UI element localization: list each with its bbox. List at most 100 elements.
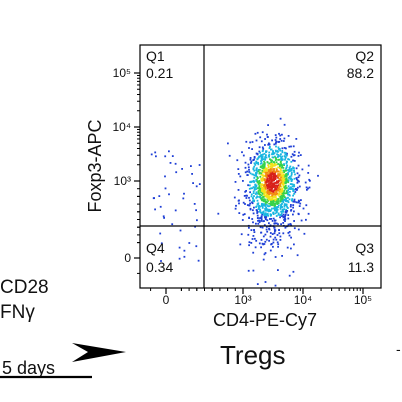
event-dot: [256, 192, 259, 195]
event-dot: [260, 217, 262, 219]
event-dot: [282, 180, 284, 183]
event-dot: [264, 198, 266, 201]
event-dot: [280, 156, 283, 159]
event-dot: [246, 204, 249, 206]
event-dot: [181, 168, 183, 170]
event-dot: [233, 196, 236, 199]
quadrant-percent: 11.3: [348, 259, 374, 275]
event-dot: [272, 190, 274, 193]
event-dot: [273, 189, 275, 192]
event-dot: [255, 222, 257, 225]
event-dot: [281, 209, 284, 211]
event-dot: [269, 204, 272, 206]
event-dot: [257, 219, 259, 222]
event-dot: [276, 185, 278, 187]
event-dot: [288, 170, 290, 173]
event-dot: [275, 215, 278, 217]
event-dot: [274, 199, 277, 202]
event-dot: [272, 245, 274, 248]
event-dot: [283, 176, 286, 178]
event-dot: [256, 170, 259, 173]
event-dot: [293, 243, 295, 246]
event-dot: [293, 185, 296, 188]
event-dot: [288, 231, 291, 233]
event-dot: [287, 223, 290, 226]
event-dot: [291, 198, 294, 200]
event-dot: [281, 192, 284, 195]
event-dot: [266, 133, 268, 136]
event-dot: [260, 165, 262, 168]
event-dot: [269, 195, 272, 198]
event-dot: [287, 189, 289, 192]
event-dot: [271, 190, 273, 193]
event-dot: [244, 161, 247, 164]
event-dot: [283, 179, 286, 182]
event-dot: [262, 163, 264, 166]
event-dot: [272, 173, 275, 176]
event-dot: [276, 175, 279, 177]
event-dot: [270, 163, 272, 166]
event-dot: [285, 198, 287, 201]
event-dot: [287, 207, 289, 209]
event-dot: [276, 199, 278, 202]
event-dot: [288, 145, 291, 148]
event-dot: [276, 168, 278, 171]
event-dot: [263, 163, 266, 165]
event-dot: [273, 232, 276, 235]
event-dot: [288, 193, 291, 196]
event-dot: [259, 155, 262, 157]
event-dot: [183, 192, 185, 195]
event-dot: [258, 219, 260, 222]
event-dot: [250, 162, 252, 164]
event-dot: [272, 176, 275, 179]
event-dot: [289, 165, 292, 168]
event-dot: [253, 169, 256, 172]
event-dot: [271, 153, 273, 156]
event-dot: [274, 184, 276, 187]
event-dot: [282, 182, 284, 185]
event-dot: [288, 234, 291, 237]
event-dot: [270, 187, 273, 189]
event-dot: [281, 255, 283, 257]
event-dot: [266, 190, 269, 193]
event-dot: [287, 193, 290, 196]
event-dot: [259, 217, 261, 219]
event-dot: [292, 204, 295, 206]
event-dot: [260, 162, 262, 165]
event-dot: [261, 213, 264, 216]
event-dot: [268, 147, 271, 150]
event-dot: [260, 178, 263, 180]
event-dot: [234, 207, 237, 210]
event-dot: [264, 207, 266, 210]
event-dot: [300, 199, 302, 201]
event-dot: [307, 172, 310, 174]
event-dot: [270, 148, 272, 151]
event-dot: [152, 197, 155, 200]
event-dot: [168, 193, 170, 196]
event-dot: [267, 124, 269, 126]
event-dot: [279, 171, 282, 174]
event-dot: [308, 178, 311, 181]
quadrant-name: Q3: [355, 240, 374, 256]
event-dot: [248, 204, 250, 207]
event-dot: [277, 198, 280, 200]
event-dot: [278, 132, 280, 135]
event-dot: [261, 211, 264, 214]
event-dot: [275, 161, 278, 164]
left-text-line2: FNγ: [0, 302, 35, 323]
event-dot: [279, 200, 282, 203]
event-dot: [195, 245, 198, 248]
event-dot: [259, 209, 262, 212]
event-dot: [266, 196, 269, 198]
event-dot: [264, 187, 267, 190]
event-dot: [268, 197, 271, 200]
event-dot: [268, 202, 270, 205]
quadrant-percent: 88.2: [347, 65, 374, 81]
event-dot: [283, 192, 285, 195]
event-dot: [252, 269, 255, 272]
event-dot: [265, 150, 268, 153]
event-dot: [239, 175, 242, 178]
event-dot: [277, 206, 280, 208]
event-dot: [289, 170, 292, 172]
event-dot: [268, 205, 271, 207]
